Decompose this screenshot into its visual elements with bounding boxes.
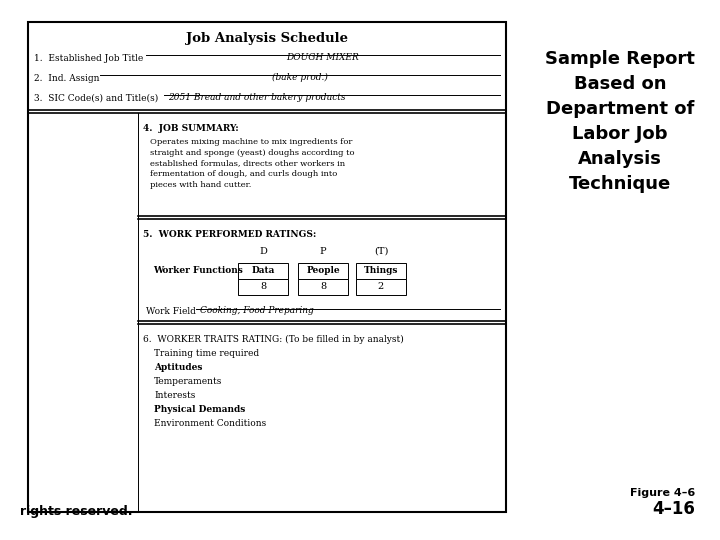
Text: Training time required: Training time required xyxy=(154,349,259,358)
Bar xyxy=(238,263,288,279)
Text: Physical Demands: Physical Demands xyxy=(154,405,246,414)
Text: Temperaments: Temperaments xyxy=(154,377,222,386)
Text: 2051 Bread and other bakery products: 2051 Bread and other bakery products xyxy=(168,93,346,102)
Bar xyxy=(298,263,348,279)
Bar xyxy=(356,263,406,279)
Text: (bake prod.): (bake prod.) xyxy=(272,73,328,82)
Text: rights reserved.: rights reserved. xyxy=(20,505,132,518)
Text: 4.  JOB SUMMARY:: 4. JOB SUMMARY: xyxy=(143,124,239,133)
Text: Cooking, Food Preparing: Cooking, Food Preparing xyxy=(200,306,314,315)
Bar xyxy=(298,279,348,295)
Text: Figure 4–6: Figure 4–6 xyxy=(630,488,695,498)
Text: Interests: Interests xyxy=(154,391,195,400)
Text: D: D xyxy=(259,247,267,256)
Text: 2: 2 xyxy=(378,282,384,291)
Text: Aptitudes: Aptitudes xyxy=(154,363,202,372)
Text: 4–16: 4–16 xyxy=(652,500,695,518)
Text: Operates mixing machine to mix ingredients for
straight and sponge (yeast) dough: Operates mixing machine to mix ingredien… xyxy=(150,138,354,189)
Text: Data: Data xyxy=(251,266,275,275)
Text: Work Field: Work Field xyxy=(146,307,196,316)
Text: 8: 8 xyxy=(320,282,326,291)
Text: 3.  SIC Code(s) and Title(s): 3. SIC Code(s) and Title(s) xyxy=(34,94,158,103)
Text: Environment Conditions: Environment Conditions xyxy=(154,419,266,428)
Text: Things: Things xyxy=(364,266,398,275)
Text: 2.  Ind. Assign: 2. Ind. Assign xyxy=(34,74,99,83)
Text: Job Analysis Schedule: Job Analysis Schedule xyxy=(186,32,348,45)
Bar xyxy=(356,279,406,295)
Text: 5.  WORK PERFORMED RATINGS:: 5. WORK PERFORMED RATINGS: xyxy=(143,230,316,239)
Text: P: P xyxy=(320,247,326,256)
Text: (T): (T) xyxy=(374,247,388,256)
Text: 8: 8 xyxy=(260,282,266,291)
Text: 6.  WORKER TRAITS RATING: (To be filled in by analyst): 6. WORKER TRAITS RATING: (To be filled i… xyxy=(143,335,404,344)
Text: Sample Report
Based on
Department of
Labor Job
Analysis
Technique: Sample Report Based on Department of Lab… xyxy=(545,50,695,193)
Text: Worker Functions: Worker Functions xyxy=(153,266,243,275)
Text: DOUGH MIXER: DOUGH MIXER xyxy=(287,53,359,62)
Text: People: People xyxy=(306,266,340,275)
Bar xyxy=(238,279,288,295)
Bar xyxy=(28,22,506,512)
Text: 1.  Established Job Title: 1. Established Job Title xyxy=(34,54,143,63)
